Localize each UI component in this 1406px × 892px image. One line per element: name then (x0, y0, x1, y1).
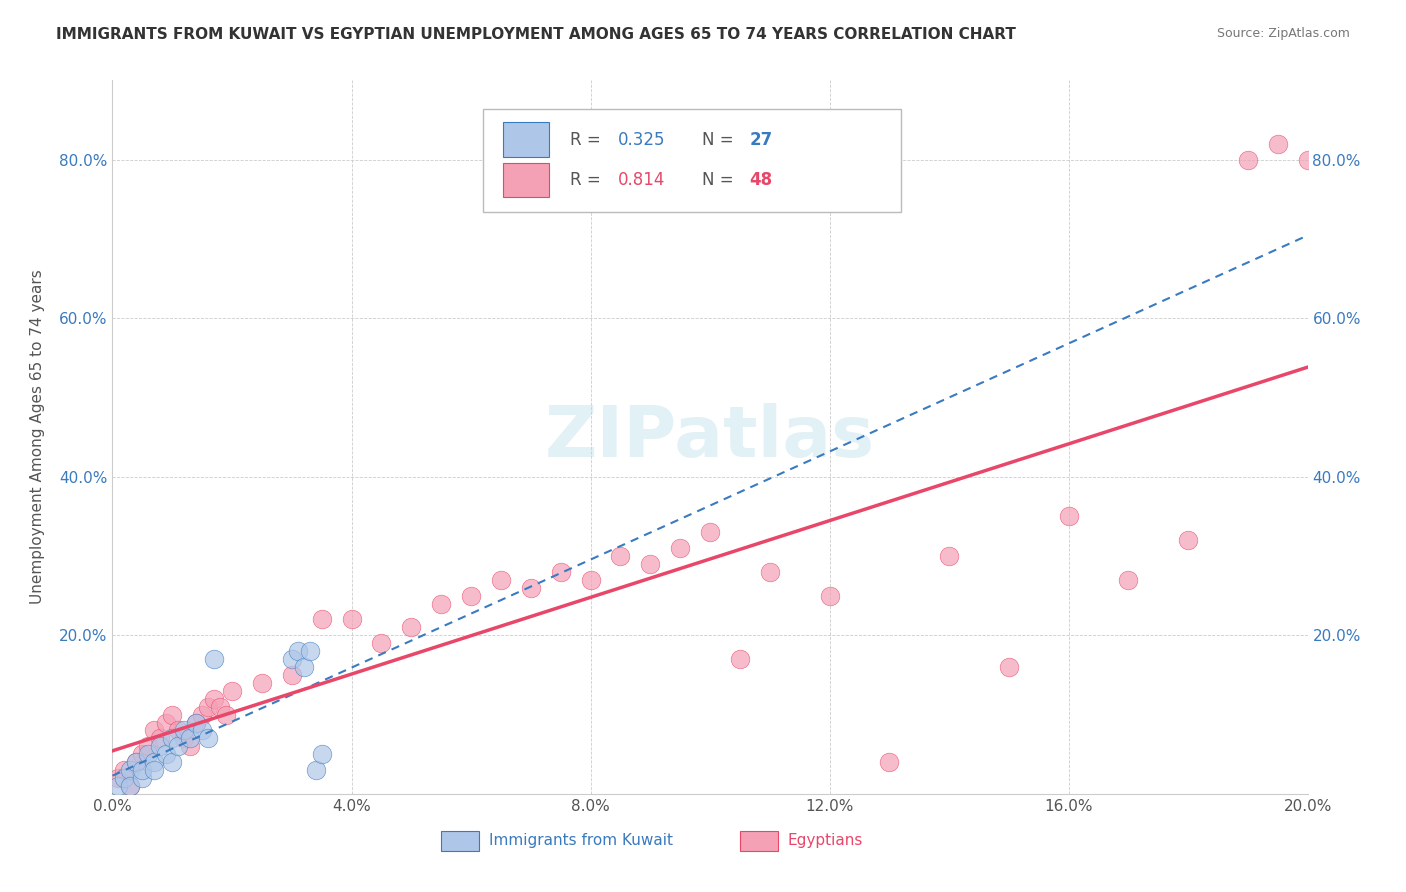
Point (138, 739, 160, 754)
Text: N =: N = (702, 130, 738, 148)
Point (120, 763, 142, 777)
Text: 27: 27 (749, 130, 773, 148)
Point (155, 715, 177, 730)
Point (191, 707, 214, 722)
Bar (441, 831, 479, 851)
Point (125, 755, 148, 769)
Point (1118, 573, 1140, 587)
Text: IMMIGRANTS FROM KUWAIT VS EGYPTIAN UNEMPLOYMENT AMONG AGES 65 TO 74 YEARS CORREL: IMMIGRANTS FROM KUWAIT VS EGYPTIAN UNEMP… (56, 27, 1017, 42)
Point (143, 723, 166, 738)
Point (292, 660, 315, 674)
Point (107, 779, 129, 793)
Point (138, 747, 160, 762)
Point (143, 755, 166, 769)
Point (938, 549, 960, 563)
Point (120, 779, 142, 793)
Point (609, 549, 631, 563)
Point (1237, 153, 1260, 167)
Point (197, 731, 219, 746)
Text: ZIPatlas: ZIPatlas (546, 402, 875, 472)
Point (879, 755, 901, 769)
Point (197, 699, 219, 714)
Point (489, 573, 512, 587)
Point (131, 763, 153, 777)
Point (120, 779, 142, 793)
Point (186, 715, 208, 730)
Point (179, 739, 201, 754)
Point (1177, 533, 1199, 548)
Point (728, 652, 751, 666)
Point (167, 723, 190, 738)
Point (149, 731, 172, 746)
Point (460, 589, 482, 603)
Point (149, 739, 172, 754)
Point (759, 565, 782, 579)
Point (1296, 153, 1319, 167)
Point (1267, 136, 1289, 151)
Point (114, 763, 135, 777)
Text: 48: 48 (749, 171, 772, 189)
Point (107, 771, 129, 785)
Text: Immigrants from Kuwait: Immigrants from Kuwait (489, 833, 673, 848)
Point (520, 581, 543, 595)
Point (298, 644, 321, 658)
Point (221, 683, 243, 698)
Y-axis label: Unemployment Among Ages 65 to 74 years: Unemployment Among Ages 65 to 74 years (31, 269, 45, 605)
Text: 0.325: 0.325 (619, 130, 665, 148)
Point (305, 763, 328, 777)
Point (209, 699, 232, 714)
Text: Source: ZipAtlas.com: Source: ZipAtlas.com (1216, 27, 1350, 40)
Point (143, 763, 166, 777)
Point (173, 723, 195, 738)
Bar (503, 163, 548, 197)
Point (179, 731, 201, 746)
Point (162, 731, 183, 746)
Point (202, 652, 225, 666)
Point (202, 691, 225, 706)
Point (430, 597, 453, 611)
Point (370, 636, 392, 650)
Point (1057, 509, 1080, 524)
Point (162, 755, 183, 769)
Point (114, 771, 135, 785)
Point (281, 652, 304, 666)
Point (250, 676, 273, 690)
Point (131, 747, 153, 762)
Point (173, 731, 195, 746)
Point (191, 723, 214, 738)
Point (401, 620, 423, 634)
Text: R =: R = (571, 130, 606, 148)
Bar (740, 831, 778, 851)
Text: R =: R = (571, 171, 606, 189)
Point (131, 771, 153, 785)
Point (281, 668, 304, 682)
Point (311, 612, 333, 626)
Text: 0.814: 0.814 (619, 171, 665, 189)
Point (167, 739, 190, 754)
Point (340, 612, 363, 626)
Text: Egyptians: Egyptians (787, 833, 863, 848)
Point (699, 525, 721, 540)
Point (669, 541, 692, 555)
Point (186, 715, 208, 730)
Bar (503, 122, 548, 157)
Point (287, 644, 309, 658)
Point (818, 589, 841, 603)
Point (125, 755, 148, 769)
Point (579, 573, 602, 587)
FancyBboxPatch shape (484, 109, 901, 212)
Point (640, 557, 662, 571)
Point (998, 660, 1021, 674)
Point (155, 747, 177, 762)
Point (311, 747, 333, 762)
Text: N =: N = (702, 171, 738, 189)
Point (550, 565, 572, 579)
Point (215, 707, 238, 722)
Point (162, 707, 183, 722)
